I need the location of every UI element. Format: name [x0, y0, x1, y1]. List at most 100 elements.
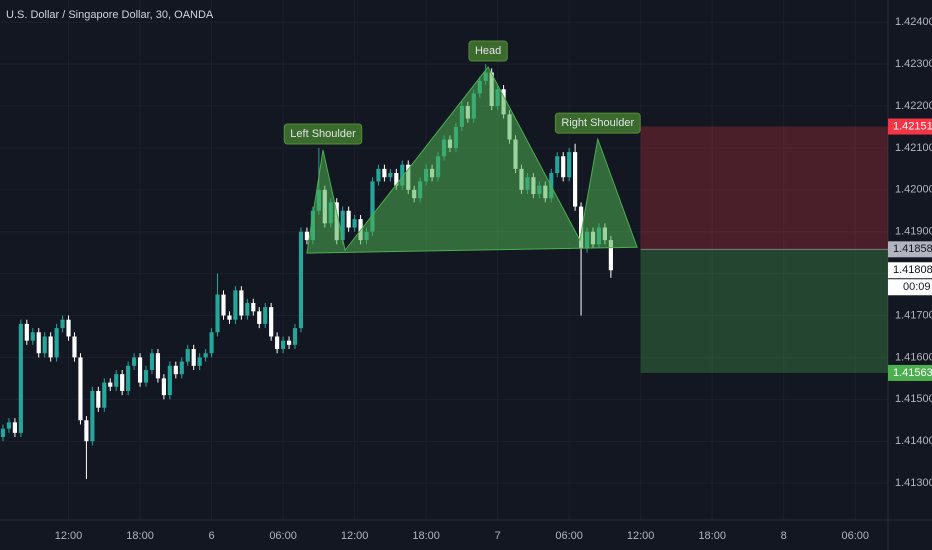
candle-body	[191, 349, 196, 366]
candle-body	[66, 319, 71, 337]
candle-body	[340, 210, 345, 241]
annotation-label: Head	[475, 45, 501, 57]
candle-body	[263, 307, 268, 324]
y-tick-label: 1.42000	[895, 184, 932, 196]
candle-body	[567, 152, 572, 178]
y-tick-label: 1.41600	[895, 351, 932, 363]
countdown-bg	[888, 279, 932, 296]
candle-body	[555, 156, 560, 174]
last-price-label-bg	[888, 262, 932, 279]
candle-body	[233, 290, 238, 320]
y-tick-label: 1.41900	[895, 226, 932, 238]
entry-price-label: 1.41858	[893, 243, 932, 255]
target-zone	[640, 249, 888, 373]
x-tick-label: 12:00	[627, 530, 655, 542]
candle-body	[209, 332, 214, 354]
candle-body	[298, 231, 304, 329]
candle-body	[257, 311, 262, 324]
candle-body	[161, 378, 166, 396]
candle-body	[78, 357, 83, 421]
y-tick-label: 1.41700	[895, 309, 932, 321]
candle-body	[185, 349, 190, 362]
x-tick-label: 6	[209, 530, 215, 542]
annotation-box	[283, 123, 363, 145]
candle-body	[24, 323, 29, 341]
candle-body	[578, 206, 584, 249]
x-tick-label: 12:00	[341, 530, 369, 542]
candle-body	[96, 390, 101, 408]
candle-body	[608, 240, 613, 271]
candle-body	[0, 428, 6, 438]
candle-body	[251, 302, 256, 312]
candle-body	[137, 357, 143, 383]
candle-body	[346, 210, 351, 228]
x-tick-label: 06:00	[841, 530, 869, 542]
countdown: 00:09	[903, 281, 931, 293]
candle-body	[90, 390, 95, 442]
y-tick-label: 1.41400	[895, 435, 932, 447]
candle-body	[281, 340, 286, 350]
annotation-label: Left Shoulder	[290, 128, 356, 140]
candle-body	[370, 181, 375, 232]
stop-price-label-bg	[888, 118, 932, 135]
y-tick-label: 1.41500	[895, 393, 932, 405]
candle-body	[376, 168, 381, 182]
candle-body	[352, 219, 357, 228]
candle-body	[292, 328, 298, 345]
target-price-label: 1.41563	[893, 367, 932, 379]
stop-zone	[640, 126, 888, 250]
candle-body	[18, 323, 23, 433]
y-tick-label: 1.41300	[895, 477, 932, 489]
candle-body	[269, 307, 274, 337]
candle-body	[143, 369, 149, 383]
annotation-label: Right Shoulder	[561, 117, 634, 129]
candle-body	[215, 294, 220, 333]
y-tick-label: 1.42300	[895, 58, 932, 70]
candle-body	[149, 353, 155, 370]
candle-body	[400, 164, 405, 186]
candle-body	[84, 420, 89, 442]
candle-body	[12, 422, 17, 433]
candle-body	[120, 374, 125, 391]
candle-body	[72, 336, 77, 358]
candle-body	[108, 382, 113, 387]
x-tick-label: 06:00	[269, 530, 297, 542]
candle-body	[167, 365, 172, 396]
candle-body	[286, 340, 292, 345]
candle-body	[382, 168, 387, 178]
candle-body	[275, 336, 280, 350]
x-tick-label: 8	[781, 530, 787, 542]
candle-body	[42, 336, 47, 354]
candle-body	[6, 422, 12, 429]
candle-body	[304, 231, 310, 241]
candle-body	[245, 302, 250, 316]
candle-body	[573, 152, 578, 207]
candle-body	[221, 294, 226, 316]
candle-body	[30, 332, 35, 341]
entry-price-label-bg	[888, 241, 932, 258]
candle-body	[60, 319, 65, 329]
y-tick-label: 1.42400	[895, 16, 932, 28]
candle-body	[102, 382, 107, 408]
stop-price-label: 1.42151	[893, 120, 932, 132]
candle-body	[114, 374, 119, 387]
annotation-box	[468, 40, 508, 62]
candle-body	[227, 315, 232, 320]
y-tick-label: 1.42200	[895, 100, 932, 112]
candle-body	[126, 365, 131, 391]
x-tick-label: 18:00	[698, 530, 726, 542]
pattern	[306, 66, 638, 254]
x-tick-label: 18:00	[412, 530, 440, 542]
candle-body	[179, 361, 184, 375]
candle-body	[132, 357, 137, 366]
last-price-label: 1.41808	[893, 264, 932, 276]
candle-body	[155, 353, 161, 379]
x-tick-label: 06:00	[555, 530, 583, 542]
y-tick-label: 1.42100	[895, 142, 932, 154]
target-price-label-bg	[888, 364, 932, 381]
candle-body	[54, 328, 59, 358]
annotation-box	[554, 112, 641, 134]
chart-title: U.S. Dollar / Singapore Dollar, 30, OAND…	[6, 9, 214, 21]
candle-body	[173, 365, 178, 375]
